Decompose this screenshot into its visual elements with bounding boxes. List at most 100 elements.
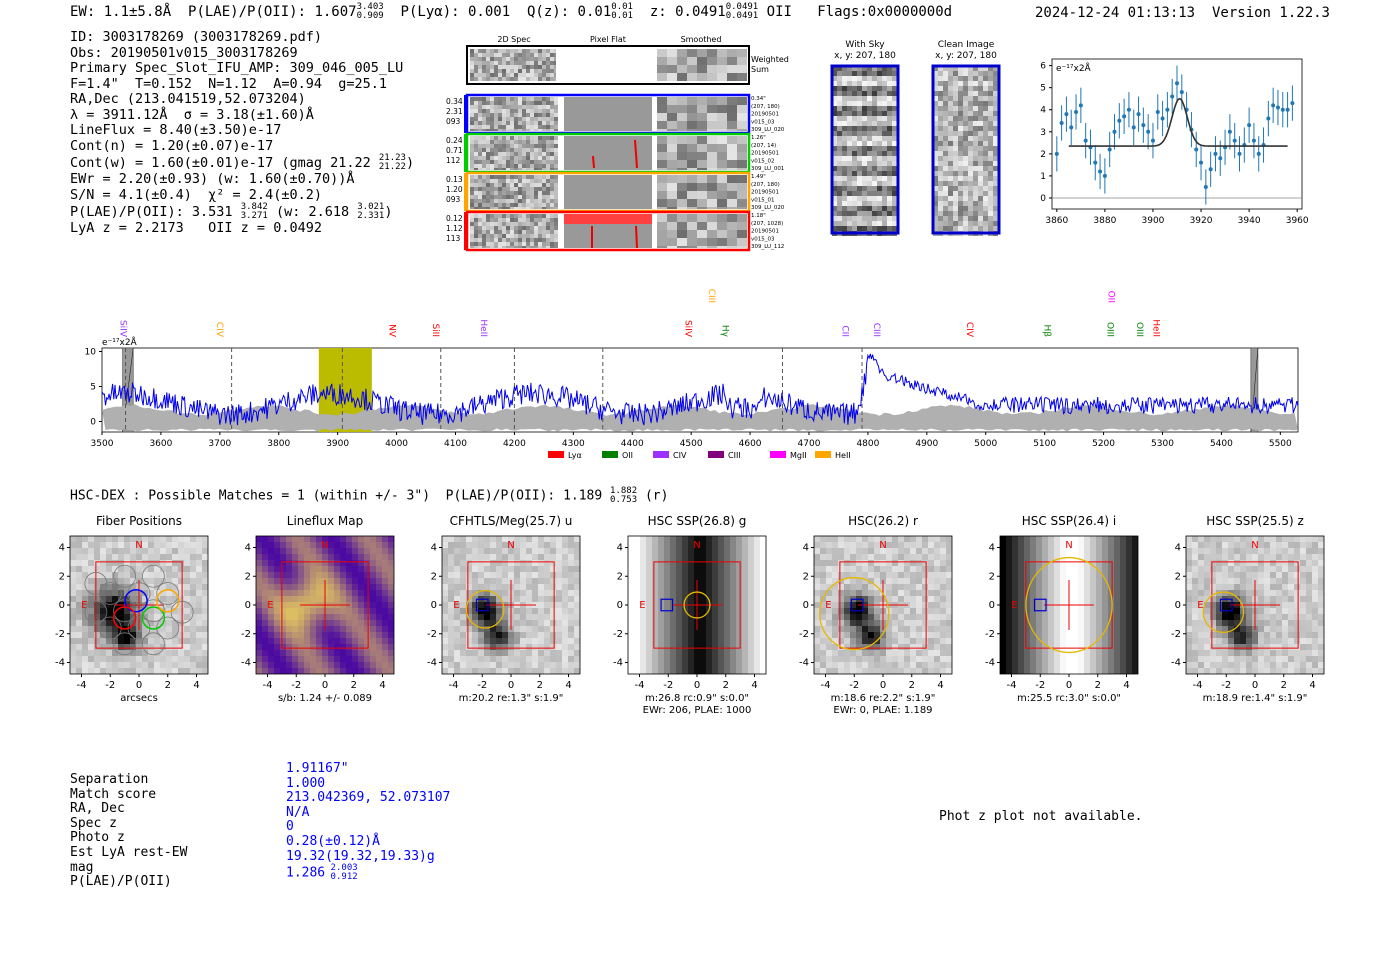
spec2d-row-raw-pixel — [498, 218, 502, 222]
lineflux-pixel — [322, 554, 328, 560]
fit-point — [1213, 151, 1218, 156]
spec2d-row-raw-pixel — [534, 156, 538, 160]
image-pixel — [166, 656, 172, 662]
spec2d-row-raw-pixel — [530, 148, 534, 152]
info-radec: RA,Dec (213.041519,52.073204) — [70, 91, 306, 107]
with-sky-image-pixel — [892, 96, 897, 101]
with-sky-image-pixel — [847, 176, 852, 181]
spec2d-row-raw-pixel — [538, 125, 542, 129]
image-pixel — [850, 602, 856, 608]
lineflux-pixel — [346, 620, 352, 626]
image-pixel — [682, 626, 688, 632]
lineflux-pixel — [376, 590, 382, 596]
with-sky-image-pixel — [837, 226, 842, 231]
image-pixel — [526, 536, 532, 542]
spec2d-row-raw-pixel — [506, 101, 510, 105]
image-pixel — [682, 644, 688, 650]
image-pixel — [454, 536, 460, 542]
spec2d-row-raw-pixel — [542, 199, 546, 203]
spec2d-row-raw-pixel — [506, 199, 510, 203]
spec2d-row-raw-pixel — [490, 214, 494, 218]
image-pixel — [526, 626, 532, 632]
image-pixel — [862, 590, 868, 596]
lineflux-pixel — [310, 662, 316, 668]
image-pixel — [496, 578, 502, 584]
with-sky-image-pixel — [837, 206, 842, 211]
image-pixel — [172, 650, 178, 656]
image-pixel — [442, 548, 448, 554]
image-pixel — [490, 542, 496, 548]
image-pixel — [484, 572, 490, 578]
image-pixel — [196, 656, 202, 662]
lineflux-pixel — [256, 584, 262, 590]
with-sky-image-pixel — [892, 116, 897, 121]
spec2d-row-smooth-pixel — [707, 175, 717, 183]
fiber-circle — [113, 632, 137, 656]
image-pixel — [640, 572, 646, 578]
image-pixel — [814, 596, 820, 602]
fit-point — [1107, 147, 1112, 152]
clean-image-pixel — [973, 121, 978, 126]
clean-image-pixel — [993, 161, 998, 166]
clean-image-pixel — [948, 71, 953, 76]
spec2d-row-smooth-pixel — [727, 183, 737, 191]
lineflux-pixel — [328, 542, 334, 548]
with-sky-image-pixel — [857, 111, 862, 116]
ew-value: EW: 1.1±5.8Å — [70, 4, 172, 20]
image-pixel — [490, 536, 496, 542]
image-pixel — [544, 578, 550, 584]
lineflux-pixel — [334, 620, 340, 626]
image-pixel — [532, 626, 538, 632]
spec2d-row-raw-pixel — [518, 125, 522, 129]
image-pixel — [202, 578, 208, 584]
with-sky-image-pixel — [852, 161, 857, 166]
lineflux-pixel — [328, 578, 334, 584]
image-pixel — [886, 554, 892, 560]
with-sky-image-pixel — [852, 166, 857, 171]
fit-point — [1059, 120, 1064, 125]
spec2d-row-raw-pixel — [510, 179, 514, 183]
plae-text: P(LAE)/P(OII): 3.531 — [70, 204, 233, 220]
image-pixel — [736, 596, 742, 602]
with-sky-image-pixel — [842, 101, 847, 106]
spec2d-row-value: 2.31 — [446, 107, 463, 116]
spec2d-row-raw-pixel — [502, 230, 506, 234]
spec2d-row-raw-pixel — [498, 105, 502, 109]
image-pixel — [754, 542, 760, 548]
lineflux-pixel — [388, 596, 394, 602]
image-pixel — [526, 554, 532, 560]
with-sky-image-pixel — [862, 221, 867, 226]
weighted-2d-pixel — [514, 73, 518, 77]
lineflux-pixel — [340, 638, 346, 644]
lineflux-pixel — [358, 560, 364, 566]
spec2d-row-raw-pixel — [486, 222, 490, 226]
image-pixel — [880, 548, 886, 554]
lineflux-pixel — [310, 542, 316, 548]
with-sky-image-pixel — [877, 216, 882, 221]
image-pixel — [550, 650, 556, 656]
spec2d-row-raw-pixel — [510, 195, 514, 199]
image-pixel — [922, 578, 928, 584]
line-label: Hβ — [1042, 324, 1052, 337]
image-pixel — [106, 656, 112, 662]
spec2d-row-raw-pixel — [502, 242, 506, 246]
spec2d-row-raw-pixel — [542, 121, 546, 125]
weighted-smooth-pixel — [697, 73, 707, 81]
clean-image-pixel — [978, 226, 983, 231]
spec2d-row-raw-pixel — [478, 230, 482, 234]
lineflux-pixel — [376, 668, 382, 674]
with-sky-image-pixel — [887, 71, 892, 76]
image-pixel — [844, 542, 850, 548]
weighted-2d-pixel — [494, 49, 498, 53]
image-pixel — [478, 590, 484, 596]
with-sky-image-pixel — [857, 81, 862, 86]
with-sky-image-pixel — [837, 111, 842, 116]
clean-image-pixel — [963, 186, 968, 191]
image-pixel — [556, 584, 562, 590]
spec2d-row-raw-pixel — [522, 222, 526, 226]
fit-point — [1165, 107, 1170, 112]
image-pixel — [82, 596, 88, 602]
spec2d-row-raw-pixel — [554, 129, 558, 131]
spec2d-row-raw-pixel — [482, 191, 486, 195]
image-pixel — [100, 632, 106, 638]
